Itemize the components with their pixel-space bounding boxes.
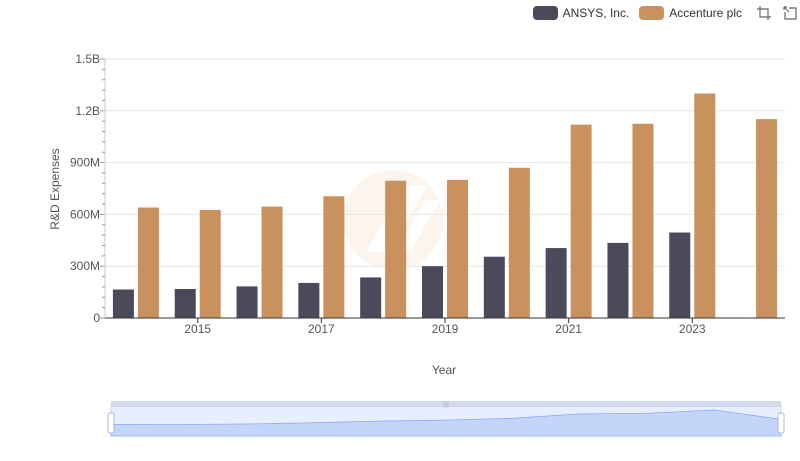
bar-accenture-2016 — [261, 206, 283, 318]
bar-ansys-2020 — [483, 256, 505, 318]
restore-icon[interactable] — [782, 5, 798, 21]
x-tick-label: 2015 — [184, 322, 211, 336]
datazoom-slider[interactable]: ||| — [107, 401, 785, 437]
bar-ansys-2016 — [236, 286, 258, 318]
bar-accenture-2023 — [694, 93, 716, 319]
y-tick-label: 1.2B — [75, 104, 100, 118]
bar-accenture-2020 — [508, 167, 530, 318]
legend-swatch-accenture — [639, 6, 665, 20]
legend-swatch-ansys — [532, 6, 558, 20]
bar-ansys-2023 — [669, 232, 691, 318]
legend-item-ansys[interactable]: ANSYS, Inc. — [532, 6, 630, 20]
bars — [112, 93, 778, 319]
x-tick-label: 2021 — [555, 322, 582, 336]
y-minor-ticks — [102, 68, 105, 309]
y-tick-label: 900M — [70, 156, 100, 170]
y-tick-label: 0 — [93, 311, 100, 325]
y-tick-label: 600M — [70, 207, 100, 221]
x-ticks — [197, 318, 693, 323]
x-tick-label: 2019 — [432, 322, 459, 336]
datazoom-left-handle[interactable] — [107, 412, 115, 434]
x-tick-label: 2023 — [679, 322, 706, 336]
datazoom-selection[interactable] — [111, 404, 781, 436]
x-axis-labels: 2015 2017 2019 2021 2023 — [184, 322, 706, 336]
legend-item-accenture[interactable]: Accenture plc — [639, 6, 742, 20]
bar-ansys-2014 — [112, 289, 134, 318]
datazoom-preview-area — [110, 409, 782, 437]
bar-accenture-2015 — [199, 209, 221, 318]
x-axis-title: Year — [432, 363, 456, 377]
bar-ansys-2022 — [607, 242, 629, 318]
y-tick-label: 1.5B — [75, 52, 100, 66]
bar-accenture-2017 — [323, 196, 345, 318]
toolbox — [746, 5, 800, 21]
bar-accenture-2018 — [385, 180, 407, 318]
datazoom-top-bar[interactable] — [111, 401, 781, 407]
bar-ansys-2015 — [174, 288, 196, 318]
datazoom-right-handle[interactable] — [777, 412, 785, 434]
y-axis-labels: 0 300M 600M 900M 1.2B 1.5B — [70, 52, 100, 325]
bar-accenture-2014 — [137, 207, 159, 318]
bar-ansys-2019 — [422, 266, 443, 318]
legend-label-ansys: ANSYS, Inc. — [562, 6, 630, 20]
y-axis-title: R&D Expenses — [48, 148, 62, 229]
legend-label-accenture: Accenture plc — [669, 6, 742, 20]
bar-accenture-2024 — [756, 119, 778, 318]
zoom-icon[interactable] — [756, 5, 772, 21]
bar-ansys-2018 — [360, 277, 382, 318]
bar-accenture-2019 — [447, 179, 468, 318]
bar-ansys-2017 — [298, 282, 320, 318]
datazoom-grip-icon: ||| — [443, 402, 449, 409]
y-tick-label: 300M — [70, 259, 100, 273]
bar-ansys-2021 — [545, 248, 567, 318]
bar-accenture-2022 — [632, 123, 654, 318]
x-tick-label: 2017 — [308, 322, 335, 336]
legend: ANSYS, Inc. Accenture plc — [532, 4, 800, 22]
bar-accenture-2021 — [570, 124, 592, 318]
